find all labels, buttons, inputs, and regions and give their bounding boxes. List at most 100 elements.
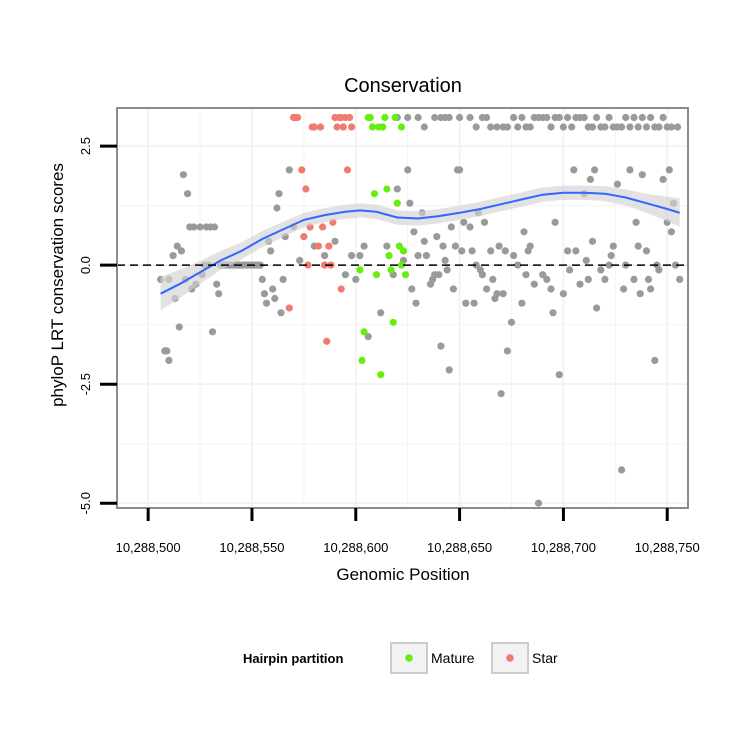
data-point-mature: [358, 356, 366, 364]
data-point-other: [526, 123, 534, 131]
data-point-other: [472, 261, 480, 269]
data-point-star: [294, 113, 302, 122]
data-point-other: [260, 290, 268, 298]
data-point-other: [674, 123, 682, 131]
data-point-other: [458, 247, 466, 255]
data-point-other: [468, 247, 476, 255]
data-point-other: [456, 113, 464, 122]
data-point-other: [493, 123, 501, 131]
data-point-other: [676, 275, 684, 283]
data-point-other: [478, 271, 486, 279]
data-point-other: [431, 113, 439, 122]
data-point-other: [580, 113, 588, 122]
data-point-other: [410, 228, 418, 236]
data-point-other: [647, 285, 655, 293]
data-point-other: [470, 299, 478, 307]
data-point-other: [584, 275, 592, 283]
data-point-other: [215, 290, 223, 298]
plot-panel: [116, 107, 689, 509]
data-point-other: [408, 285, 416, 293]
data-point-other: [607, 252, 615, 260]
data-point-mature: [360, 328, 368, 336]
data-point-other: [449, 285, 457, 293]
data-point-other: [570, 166, 578, 174]
data-point-mature: [391, 113, 399, 122]
data-point-other: [564, 247, 572, 255]
data-point-other: [551, 218, 559, 226]
data-point-other: [586, 175, 595, 183]
x-tick-label: 10,288,650: [427, 540, 492, 555]
data-point-other: [406, 199, 414, 207]
data-point-star: [316, 123, 325, 131]
data-point-other: [568, 123, 576, 131]
data-point-other: [605, 113, 613, 122]
data-point-other: [559, 290, 568, 298]
data-point-other: [211, 223, 219, 231]
data-point-other: [173, 242, 181, 250]
data-point-other: [665, 166, 673, 174]
data-point-other: [572, 247, 580, 255]
data-point-other: [609, 242, 617, 250]
data-point-other: [489, 275, 497, 283]
data-point-other: [420, 237, 428, 245]
data-point-other: [422, 252, 430, 260]
data-point-mature: [379, 123, 387, 131]
data-point-other: [636, 290, 644, 298]
data-point-other: [576, 280, 584, 288]
data-point-mature: [397, 123, 406, 131]
data-point-other: [414, 252, 422, 260]
data-point-other: [439, 242, 447, 250]
data-point-other: [626, 123, 634, 131]
data-point-other: [514, 261, 522, 269]
legend-marker-star: [506, 654, 514, 662]
loess-smooth-line: [160, 191, 680, 295]
data-point-other: [275, 190, 283, 198]
data-point-other: [487, 247, 495, 255]
data-point-other: [213, 280, 221, 288]
data-point-other: [360, 242, 368, 250]
data-point-other: [520, 228, 528, 236]
data-point-other: [352, 275, 360, 283]
data-point-other: [514, 123, 522, 131]
data-point-other: [555, 371, 563, 379]
data-point-other: [433, 233, 441, 241]
data-point-star: [343, 166, 352, 174]
data-point-other: [420, 123, 428, 131]
data-point-other: [356, 252, 364, 260]
data-point-other: [626, 166, 634, 174]
data-point-other: [655, 266, 663, 274]
data-point-mature: [356, 266, 364, 274]
data-point-other: [530, 280, 538, 288]
data-point-other: [618, 123, 626, 131]
data-point-other: [618, 466, 626, 474]
data-point-other: [620, 285, 628, 293]
data-point-other: [601, 275, 609, 283]
data-point-other: [622, 113, 630, 122]
data-point-mature: [402, 271, 410, 279]
data-point-other: [588, 123, 597, 131]
data-point-other: [613, 180, 622, 188]
x-tick-label: 10,288,600: [323, 540, 388, 555]
data-point-other: [177, 247, 185, 255]
data-point-other: [493, 290, 501, 298]
data-point-other: [377, 309, 385, 317]
data-point-star: [321, 261, 329, 269]
data-point-other: [503, 123, 511, 131]
data-point-star: [348, 123, 356, 131]
data-point-other: [566, 266, 574, 274]
data-point-other: [503, 347, 511, 355]
data-point-other: [591, 166, 599, 174]
data-point-other: [208, 328, 217, 336]
data-point-other: [522, 271, 530, 279]
data-point-other: [414, 113, 422, 122]
data-point-other: [499, 290, 507, 298]
data-point-other: [634, 123, 642, 131]
data-point-other: [447, 223, 455, 231]
data-point-other: [555, 113, 563, 122]
data-point-other: [588, 237, 597, 245]
data-point-mature: [393, 199, 401, 207]
data-point-other: [404, 113, 412, 122]
data-point-other: [667, 228, 676, 236]
data-point-star: [319, 223, 327, 231]
data-point-other: [501, 247, 509, 255]
